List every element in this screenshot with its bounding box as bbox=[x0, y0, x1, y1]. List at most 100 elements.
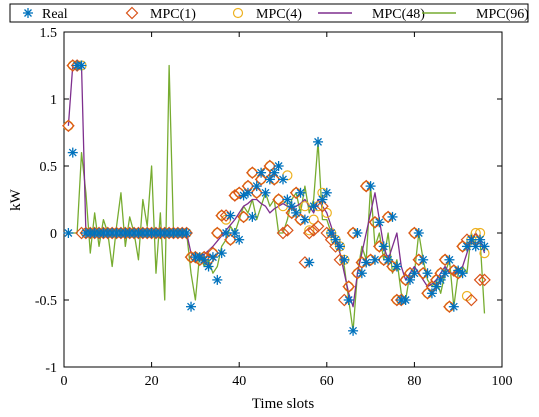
data-point bbox=[313, 136, 324, 147]
data-point bbox=[443, 300, 456, 314]
data-point bbox=[440, 268, 451, 279]
y-tick-label: -1 bbox=[45, 361, 57, 376]
data-point bbox=[162, 226, 176, 240]
data-point bbox=[219, 209, 233, 222]
legend-item: MPC(4) bbox=[232, 7, 302, 22]
axis-ticks: 0 20 40 60 80 100 -1 -0.5 0 0.5 1 1.5 bbox=[35, 26, 513, 389]
data-point bbox=[221, 228, 232, 238]
series-line bbox=[68, 64, 486, 332]
data-point bbox=[346, 226, 360, 240]
data-point bbox=[263, 159, 277, 173]
data-point bbox=[67, 147, 78, 158]
data-point bbox=[308, 201, 319, 212]
data-point bbox=[158, 226, 172, 240]
data-point bbox=[368, 215, 382, 229]
data-point bbox=[273, 161, 284, 171]
x-tick-label: 0 bbox=[61, 374, 68, 389]
x-tick-label: 80 bbox=[407, 374, 421, 389]
data-point bbox=[232, 186, 246, 200]
data-point bbox=[181, 228, 192, 238]
data-point bbox=[438, 253, 452, 267]
data-point bbox=[63, 228, 74, 238]
data-point bbox=[229, 228, 240, 238]
data-point bbox=[405, 274, 416, 285]
data-point bbox=[199, 254, 210, 265]
data-point bbox=[66, 59, 80, 72]
data-point bbox=[444, 254, 455, 265]
data-point bbox=[473, 273, 487, 287]
data-point bbox=[212, 274, 223, 285]
data-point bbox=[451, 266, 465, 280]
data-point bbox=[383, 254, 394, 265]
x-axis-label: Time slots bbox=[252, 396, 315, 412]
data-point bbox=[256, 167, 267, 178]
data-point bbox=[422, 268, 433, 279]
y-axis-label: kW bbox=[8, 188, 24, 211]
data-point bbox=[316, 199, 329, 213]
data-point bbox=[307, 223, 321, 237]
data-point bbox=[329, 240, 342, 253]
data-point bbox=[210, 226, 224, 240]
data-point bbox=[321, 207, 332, 218]
data-point bbox=[125, 6, 139, 20]
data-point bbox=[408, 226, 421, 240]
series-mpc-48- bbox=[67, 64, 486, 308]
legend-label: Real bbox=[42, 7, 68, 22]
data-point bbox=[391, 261, 402, 272]
data-point bbox=[232, 7, 244, 19]
legend-label: MPC(96) bbox=[476, 7, 529, 22]
data-point bbox=[295, 187, 306, 198]
data-point bbox=[167, 226, 180, 240]
data-point bbox=[426, 288, 437, 299]
data-point bbox=[333, 253, 347, 267]
data-point bbox=[247, 211, 258, 222]
data-point bbox=[378, 241, 389, 252]
data-point bbox=[154, 226, 167, 240]
data-point bbox=[413, 228, 424, 238]
data-point bbox=[123, 226, 137, 240]
data-point bbox=[461, 241, 472, 252]
data-point bbox=[390, 293, 404, 307]
data-point bbox=[285, 206, 299, 220]
data-point bbox=[75, 226, 88, 240]
data-point bbox=[348, 325, 359, 336]
data-point bbox=[387, 211, 398, 222]
data-point bbox=[435, 274, 446, 285]
data-point bbox=[180, 226, 193, 240]
data-point bbox=[136, 226, 150, 240]
data-point bbox=[359, 179, 373, 193]
data-point bbox=[242, 187, 253, 198]
data-point bbox=[377, 253, 391, 267]
data-point bbox=[412, 253, 426, 267]
data-point bbox=[431, 281, 442, 292]
data-point bbox=[97, 226, 110, 240]
data-point bbox=[339, 254, 350, 265]
legend-item: MPC(48) bbox=[318, 7, 425, 22]
data-point bbox=[216, 248, 227, 259]
data-point bbox=[171, 226, 185, 240]
data-point bbox=[304, 257, 315, 268]
data-point bbox=[83, 226, 97, 240]
data-point bbox=[225, 210, 236, 221]
legend-label: MPC(48) bbox=[372, 7, 425, 22]
data-point bbox=[234, 234, 245, 245]
data-point bbox=[326, 228, 337, 238]
data-point bbox=[418, 254, 429, 265]
data-point bbox=[311, 219, 325, 233]
data-point bbox=[470, 241, 481, 252]
y-tick-label: 1 bbox=[50, 93, 57, 108]
data-point bbox=[302, 226, 316, 240]
data-point bbox=[245, 166, 259, 180]
data-point bbox=[215, 209, 229, 222]
data-point bbox=[381, 210, 395, 224]
data-point bbox=[400, 295, 411, 305]
legend-item: Real bbox=[23, 7, 68, 22]
data-point bbox=[132, 226, 145, 240]
data-point bbox=[409, 268, 420, 279]
data-point bbox=[361, 257, 372, 268]
legend-item: MPC(96) bbox=[422, 7, 529, 22]
data-point bbox=[299, 214, 310, 225]
data-point bbox=[228, 189, 242, 202]
y-tick-label: 0.5 bbox=[40, 160, 58, 175]
